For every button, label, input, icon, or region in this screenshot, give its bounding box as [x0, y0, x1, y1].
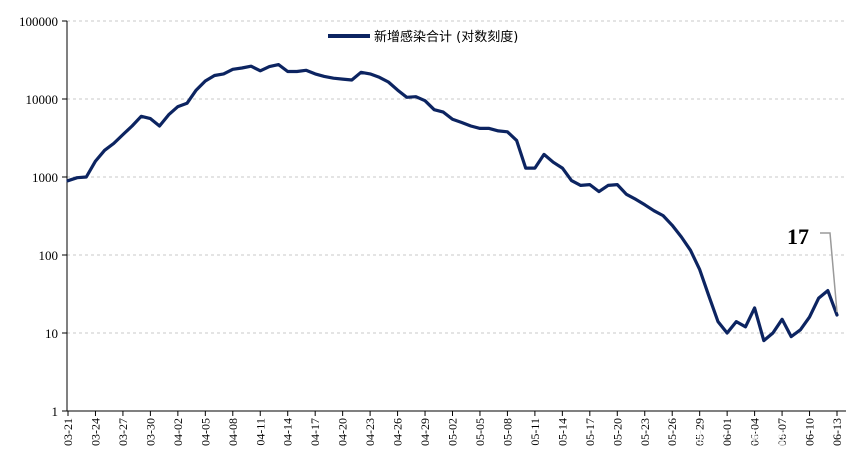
x-tick-label: 06-10 [803, 418, 817, 446]
x-tick-labels: 03-21 03-24 03-27 03-30 04-02 04-05 04-08 04-11… [61, 418, 844, 446]
annotation-label: 17 [787, 224, 809, 249]
x-tick-label: 04-08 [226, 418, 240, 446]
x-tick-label: 04-17 [308, 418, 322, 446]
x-tick-label: 05-29 [693, 418, 707, 446]
x-tick-label: 03-27 [116, 418, 130, 446]
x-tick-label: 05-08 [500, 418, 514, 446]
x-tick-label: 05-23 [638, 418, 652, 446]
x-tick-label: 05-26 [665, 418, 679, 446]
y-tick-label: 1000 [32, 170, 58, 185]
y-tick-label: 1 [52, 404, 59, 419]
x-tick-label: 04-26 [391, 418, 405, 446]
gridlines [67, 20, 846, 334]
x-tick-label: 05-14 [555, 418, 569, 446]
annotation: 17 [787, 224, 838, 313]
x-tick-label: 04-14 [281, 418, 295, 446]
x-tick-label: 05-02 [446, 418, 460, 446]
legend-label: 新增感染合计 (对数刻度) [374, 29, 518, 45]
x-tick-label: 04-23 [363, 418, 377, 446]
y-tick-label: 100 [39, 248, 59, 263]
x-tick-label: 06-13 [830, 418, 844, 446]
x-tick-label: 05-17 [583, 418, 597, 446]
x-tick-label: 03-24 [88, 418, 102, 446]
x-tick-label: 03-30 [143, 418, 157, 446]
series-layer [66, 62, 839, 343]
x-tick-label: 04-20 [336, 418, 350, 446]
annotation-leader-line [820, 232, 838, 313]
x-tick-label: 03-21 [61, 418, 75, 446]
x-tick-label: 05-05 [473, 418, 487, 446]
x-tick-label: 06-07 [775, 418, 789, 446]
x-tick-label: 05-20 [610, 418, 624, 446]
axes [62, 20, 846, 416]
y-tick-label: 10000 [26, 92, 59, 107]
legend: 新增感染合计 (对数刻度) [328, 29, 518, 45]
x-tick-label: 04-29 [418, 418, 432, 446]
y-tick-label: 10 [45, 326, 58, 341]
watermark-text: 知乎 @钟迪 [690, 428, 786, 449]
x-tick-label: 06-01 [720, 418, 734, 446]
x-tick-label: 05-11 [528, 418, 542, 446]
x-tick-label: 04-11 [253, 418, 267, 446]
x-tick-label: 06-04 [748, 418, 762, 446]
y-tick-label: 100000 [19, 14, 58, 29]
x-tick-label: 04-02 [171, 418, 185, 446]
x-tick-label: 04-05 [198, 418, 212, 446]
series-line [66, 62, 839, 343]
y-tick-labels: 1 10 100 1000 10000 100000 [19, 14, 58, 419]
